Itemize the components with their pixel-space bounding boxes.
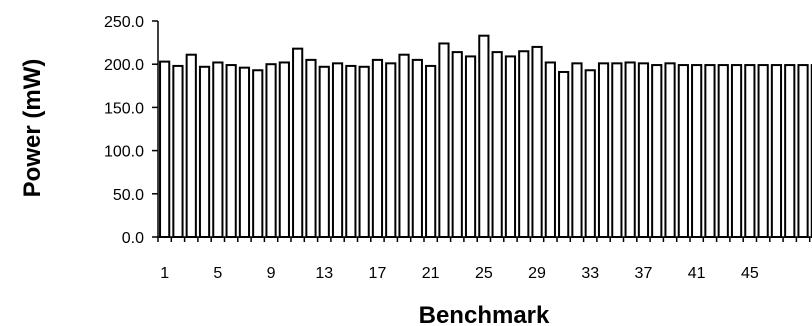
ticks-group: 0.0 50.0 100.0 150.0 200.0 250.0 1 5 9 13 17 21 25 29… (104, 14, 811, 282)
bar-36 (624, 61, 636, 238)
bar-35 (611, 62, 623, 239)
x-tick-label-37: 37 (635, 265, 653, 282)
x-tick-label-25: 25 (475, 265, 493, 282)
bar-5 (212, 61, 224, 238)
bar-21 (425, 64, 437, 239)
bar-45 (744, 64, 756, 238)
bar-41 (691, 64, 703, 238)
bar-48 (784, 64, 796, 238)
x-axis-title: Benchmark (419, 302, 550, 326)
bar-32 (571, 62, 583, 239)
bar-15 (345, 64, 357, 239)
bar-33 (584, 69, 596, 238)
x-tick-label-9: 9 (267, 265, 276, 282)
bar-11 (292, 47, 304, 239)
bar-43 (717, 64, 729, 238)
bar-13 (318, 65, 330, 239)
y-tick-label-200.0: 200.0 (104, 57, 144, 74)
x-tick-label-29: 29 (528, 265, 546, 282)
y-tick-label-150.0: 150.0 (104, 100, 144, 117)
bar-47 (770, 64, 783, 238)
bar-10 (278, 61, 290, 238)
x-tick-label-21: 21 (422, 265, 440, 282)
x-tick-label-1: 1 (160, 265, 169, 282)
bar-23 (451, 51, 463, 238)
bar-20 (411, 58, 423, 238)
bar-39 (664, 62, 676, 239)
bar-31 (558, 70, 570, 239)
bar-30 (544, 61, 556, 238)
bar-27 (504, 55, 517, 238)
bar-2 (172, 64, 184, 239)
bar-14 (331, 62, 344, 239)
y-tick-label-100.0: 100.0 (104, 144, 144, 161)
bar-34 (597, 62, 610, 239)
bar-24 (464, 55, 477, 238)
bar-40 (677, 64, 689, 238)
x-tick-label-5: 5 (213, 265, 222, 282)
bar-22 (438, 42, 450, 238)
y-axis-title: Power (mW) (19, 59, 46, 198)
y-tick-label-50.0: 50.0 (113, 187, 144, 204)
y-tick-label-0.0: 0.0 (122, 230, 144, 247)
x-tick-label-13: 13 (315, 265, 333, 282)
bar-9 (265, 63, 277, 238)
bar-26 (491, 51, 503, 238)
bar-29 (531, 45, 543, 238)
bar-18 (385, 62, 397, 239)
bars-group (159, 34, 812, 239)
bar-12 (305, 58, 317, 238)
bar-4 (198, 65, 211, 239)
bar-38 (651, 64, 663, 238)
bar-1 (159, 60, 171, 238)
bar-46 (757, 64, 769, 238)
x-tick-label-41: 41 (688, 265, 706, 282)
bar-17 (371, 58, 384, 238)
x-tick-label-17: 17 (369, 265, 387, 282)
bar-28 (518, 50, 530, 238)
x-tick-label-45: 45 (741, 265, 759, 282)
bar-16 (358, 65, 370, 239)
bar-42 (704, 64, 716, 238)
bar-3 (185, 53, 197, 239)
bar-6 (225, 64, 237, 238)
bar-25 (478, 34, 490, 238)
bar-8 (252, 69, 264, 238)
y-tick-label-250.0: 250.0 (104, 14, 144, 31)
bar-44 (730, 64, 743, 238)
bar-7 (238, 66, 251, 238)
x-tick-label-33: 33 (581, 265, 599, 282)
bar-49 (797, 64, 809, 238)
bar-37 (637, 62, 650, 239)
bar-19 (398, 53, 410, 239)
